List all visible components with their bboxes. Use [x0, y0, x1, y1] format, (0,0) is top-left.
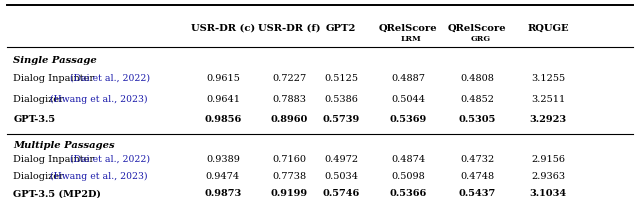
- Text: 0.5125: 0.5125: [324, 74, 358, 83]
- Text: 0.5044: 0.5044: [391, 94, 425, 104]
- Text: 0.5386: 0.5386: [324, 94, 358, 104]
- Text: 0.4808: 0.4808: [460, 74, 494, 83]
- Text: 0.9389: 0.9389: [206, 155, 240, 164]
- Text: 0.9641: 0.9641: [206, 94, 240, 104]
- Text: QRelScore: QRelScore: [448, 24, 506, 33]
- Text: 0.4852: 0.4852: [460, 94, 494, 104]
- Text: 0.9474: 0.9474: [206, 172, 240, 181]
- Text: LRM: LRM: [401, 34, 422, 43]
- Text: Single Passage: Single Passage: [13, 56, 97, 65]
- Text: 0.9856: 0.9856: [204, 115, 241, 124]
- Text: Multiple Passages: Multiple Passages: [13, 141, 115, 150]
- Text: 0.9199: 0.9199: [271, 189, 308, 198]
- Text: 0.5739: 0.5739: [323, 115, 360, 124]
- Text: GPT2: GPT2: [326, 24, 356, 33]
- Text: 0.5366: 0.5366: [390, 189, 427, 198]
- Text: 0.4732: 0.4732: [460, 155, 494, 164]
- Text: GRG: GRG: [470, 34, 490, 43]
- Text: 0.5369: 0.5369: [390, 115, 427, 124]
- Text: 0.7738: 0.7738: [272, 172, 307, 181]
- Text: 2.9363: 2.9363: [531, 172, 565, 181]
- Text: 0.8960: 0.8960: [271, 115, 308, 124]
- Text: 3.1255: 3.1255: [531, 74, 565, 83]
- Text: 3.2511: 3.2511: [531, 94, 565, 104]
- Text: 0.4748: 0.4748: [460, 172, 494, 181]
- Text: 3.1034: 3.1034: [529, 189, 566, 198]
- Text: USR-DR (f): USR-DR (f): [258, 24, 321, 33]
- Text: 0.7160: 0.7160: [273, 155, 307, 164]
- Text: 0.4874: 0.4874: [391, 155, 425, 164]
- Text: Dialogizer: Dialogizer: [13, 94, 67, 104]
- Text: 0.4887: 0.4887: [391, 74, 425, 83]
- Text: 0.5746: 0.5746: [323, 189, 360, 198]
- Text: RQUGE: RQUGE: [527, 24, 569, 33]
- Text: Dialog Inpainter: Dialog Inpainter: [13, 155, 98, 164]
- Text: 0.4972: 0.4972: [324, 155, 358, 164]
- Text: Dialogizer: Dialogizer: [13, 172, 67, 181]
- Text: 3.2923: 3.2923: [529, 115, 566, 124]
- Text: 0.5305: 0.5305: [458, 115, 496, 124]
- Text: 0.5437: 0.5437: [458, 189, 496, 198]
- Text: GPT-3.5 (MP2D): GPT-3.5 (MP2D): [13, 189, 101, 198]
- Text: Dialog Inpainter: Dialog Inpainter: [13, 74, 98, 83]
- Text: (Dai et al., 2022): (Dai et al., 2022): [70, 74, 150, 83]
- Text: 0.5034: 0.5034: [324, 172, 358, 181]
- Text: 0.7883: 0.7883: [273, 94, 307, 104]
- Text: 0.5098: 0.5098: [391, 172, 425, 181]
- Text: 0.7227: 0.7227: [272, 74, 307, 83]
- Text: QRelScore: QRelScore: [379, 24, 438, 33]
- Text: 0.9873: 0.9873: [204, 189, 241, 198]
- Text: 0.9615: 0.9615: [206, 74, 240, 83]
- Text: (Hwang et al., 2023): (Hwang et al., 2023): [50, 172, 148, 181]
- Text: (Hwang et al., 2023): (Hwang et al., 2023): [50, 94, 148, 104]
- Text: 2.9156: 2.9156: [531, 155, 565, 164]
- Text: (Dai et al., 2022): (Dai et al., 2022): [70, 155, 150, 164]
- Text: GPT-3.5: GPT-3.5: [13, 115, 56, 124]
- Text: USR-DR (c): USR-DR (c): [191, 24, 255, 33]
